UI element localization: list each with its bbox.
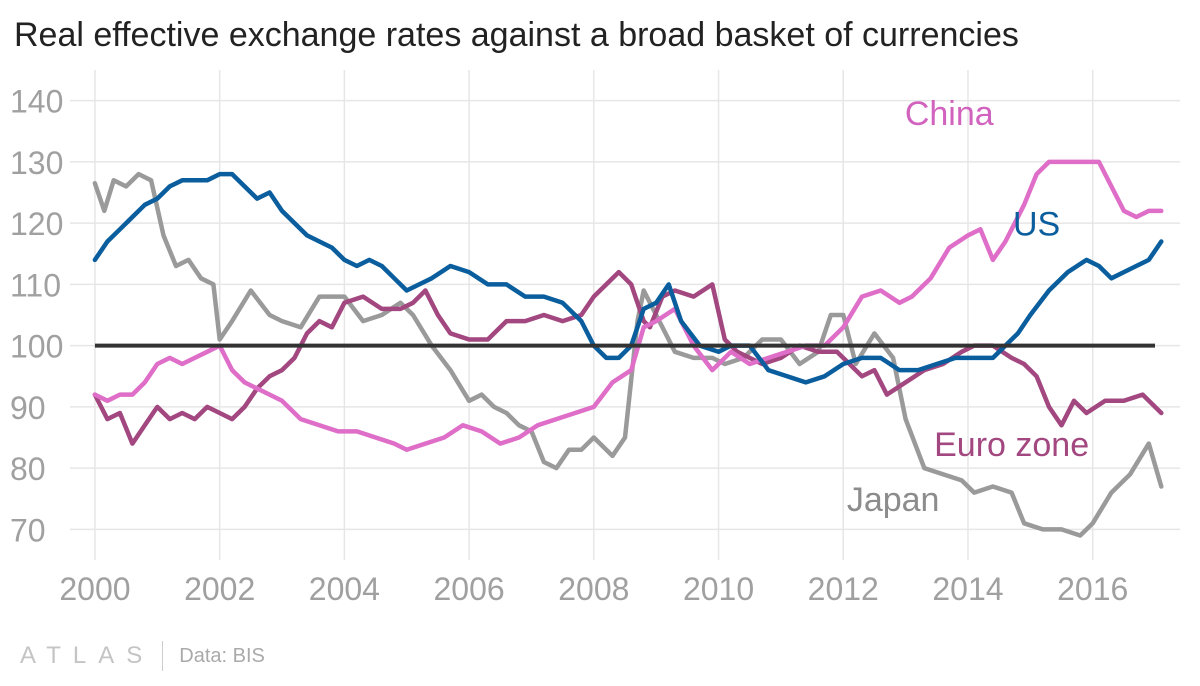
x-tick-label: 2010 (683, 571, 754, 607)
x-gridlines (94, 70, 1094, 560)
x-tick-label: 2014 (932, 571, 1003, 607)
series-line-japan (92, 171, 1164, 538)
footer-divider (162, 641, 164, 671)
y-tick-label: 140 (10, 84, 63, 120)
x-tick-label: 2002 (184, 571, 255, 607)
x-tick-label: 2006 (434, 571, 505, 607)
x-tick-label: 2008 (558, 571, 629, 607)
y-tick-label: 100 (10, 329, 63, 365)
data-source: Data: BIS (179, 644, 265, 667)
series-label-us: US (1013, 205, 1060, 243)
x-axis-ticks: 2000 2002 2004 2006 2008 2010 2012 2014 2016 (59, 571, 1128, 607)
y-axis-ticks: 70 80 90 100 110 120 130 140 (10, 84, 63, 549)
y-tick-label: 120 (10, 206, 63, 242)
y-gridlines (70, 99, 1180, 531)
chart-title: Real effective exchange rates against a … (14, 16, 1019, 54)
x-tick-label: 2004 (309, 571, 380, 607)
series-label-japan: Japan (847, 481, 940, 519)
footer: ATLAS Data: BIS (20, 638, 265, 674)
y-tick-label: 110 (10, 267, 61, 303)
y-tick-label: 90 (10, 390, 46, 426)
y-tick-label: 70 (10, 512, 46, 548)
series-line-china (92, 159, 1164, 453)
atlas-logo: ATLAS (20, 642, 155, 669)
series-label-euro-zone: Euro zone (934, 426, 1089, 464)
x-tick-label: 2012 (808, 571, 879, 607)
data-series (92, 159, 1164, 538)
series-label-china: China (905, 95, 994, 133)
x-tick-label: 2016 (1057, 571, 1128, 607)
series-labels: Japan Euro zone China US (847, 95, 1089, 519)
y-tick-label: 130 (10, 145, 63, 181)
x-tick-label: 2000 (59, 571, 130, 607)
y-tick-label: 80 (10, 451, 46, 487)
